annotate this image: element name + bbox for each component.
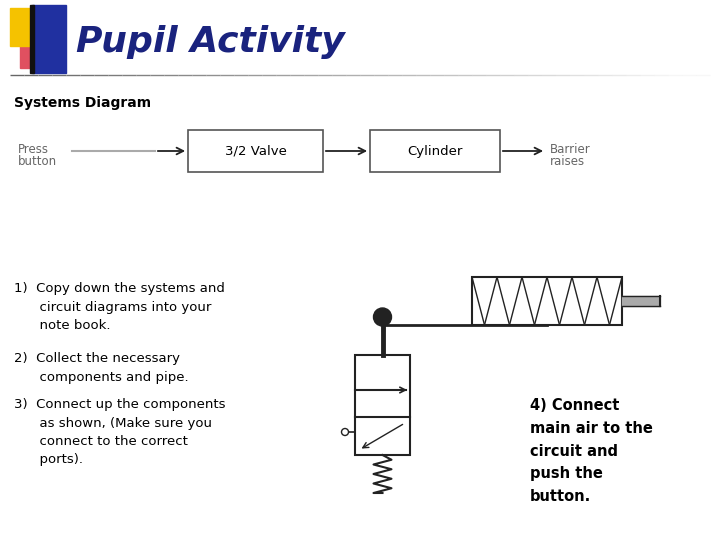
Text: 2)  Collect the necessary
      components and pipe.: 2) Collect the necessary components and … — [14, 352, 189, 383]
Circle shape — [374, 308, 392, 326]
Circle shape — [341, 429, 348, 435]
Bar — [622, 296, 660, 306]
Bar — [188, 130, 323, 172]
Text: Pupil Activity: Pupil Activity — [76, 25, 345, 59]
Text: Cylinder: Cylinder — [408, 145, 463, 158]
Text: 1)  Copy down the systems and
      circuit diagrams into your
      note book.: 1) Copy down the systems and circuit dia… — [14, 282, 225, 332]
Bar — [355, 355, 410, 455]
Bar — [20, 28, 62, 68]
Text: Barrier: Barrier — [550, 143, 590, 156]
Text: Systems Diagram: Systems Diagram — [14, 96, 151, 110]
Bar — [10, 8, 50, 46]
Bar — [472, 277, 622, 325]
Bar — [30, 5, 34, 73]
Text: Press: Press — [18, 143, 49, 156]
Text: 3/2 Valve: 3/2 Valve — [225, 145, 287, 158]
Text: 3)  Connect up the components
      as shown, (Make sure you
      connect to th: 3) Connect up the components as shown, (… — [14, 398, 225, 467]
Text: button: button — [18, 155, 57, 168]
Text: raises: raises — [550, 155, 585, 168]
Bar — [370, 130, 500, 172]
Text: 4) Connect
main air to the
circuit and
push the
button.: 4) Connect main air to the circuit and p… — [530, 398, 653, 504]
Bar — [32, 5, 66, 73]
